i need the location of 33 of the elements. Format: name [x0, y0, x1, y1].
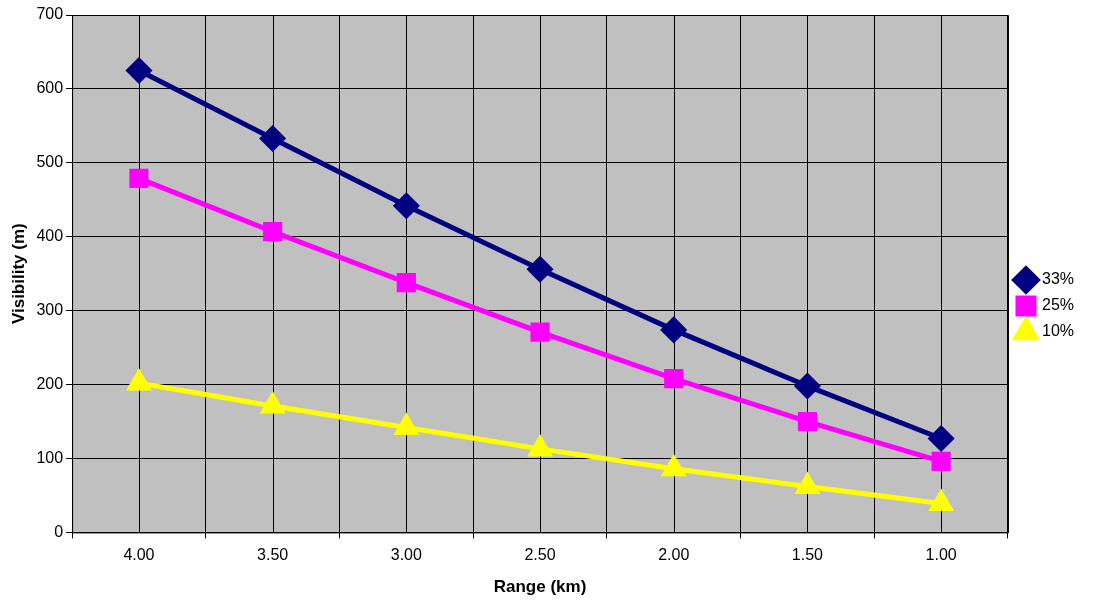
y-tick-label: 400	[36, 227, 64, 245]
x-tick-label: 3.50	[257, 546, 289, 564]
y-tick-label: 300	[36, 301, 64, 319]
point	[126, 57, 152, 83]
point	[259, 391, 286, 414]
y-axis-title: Visibility (m)	[8, 223, 28, 325]
x-tick-label: 2.00	[658, 546, 690, 564]
y-tick-label: 100	[36, 448, 64, 466]
y-tick-label: 0	[54, 522, 64, 540]
point	[260, 125, 286, 151]
point	[530, 322, 550, 342]
point	[661, 317, 687, 343]
y-tick-label: 500	[36, 153, 64, 171]
y-tick-label: 600	[36, 79, 64, 97]
x-tick-label: 4.00	[123, 546, 155, 564]
point	[396, 273, 416, 293]
point	[664, 369, 684, 389]
x-axis-title: Range (km)	[493, 577, 587, 597]
y-tick-label: 200	[36, 374, 64, 392]
x-tick-label: 2.50	[524, 546, 556, 564]
point	[797, 411, 817, 432]
x-tick-label: 1.00	[925, 546, 957, 564]
x-tick-label: 1.50	[791, 546, 824, 564]
legend-label: 33%	[1041, 270, 1075, 288]
point	[393, 193, 419, 219]
point	[129, 168, 149, 188]
point	[794, 373, 820, 399]
y-tick-label: 700	[36, 5, 64, 23]
legend-label: 10%	[1041, 322, 1075, 340]
legend-label: 25%	[1041, 296, 1075, 314]
point	[527, 256, 553, 282]
x-tick-label: 3.00	[390, 546, 423, 564]
point	[263, 222, 283, 242]
